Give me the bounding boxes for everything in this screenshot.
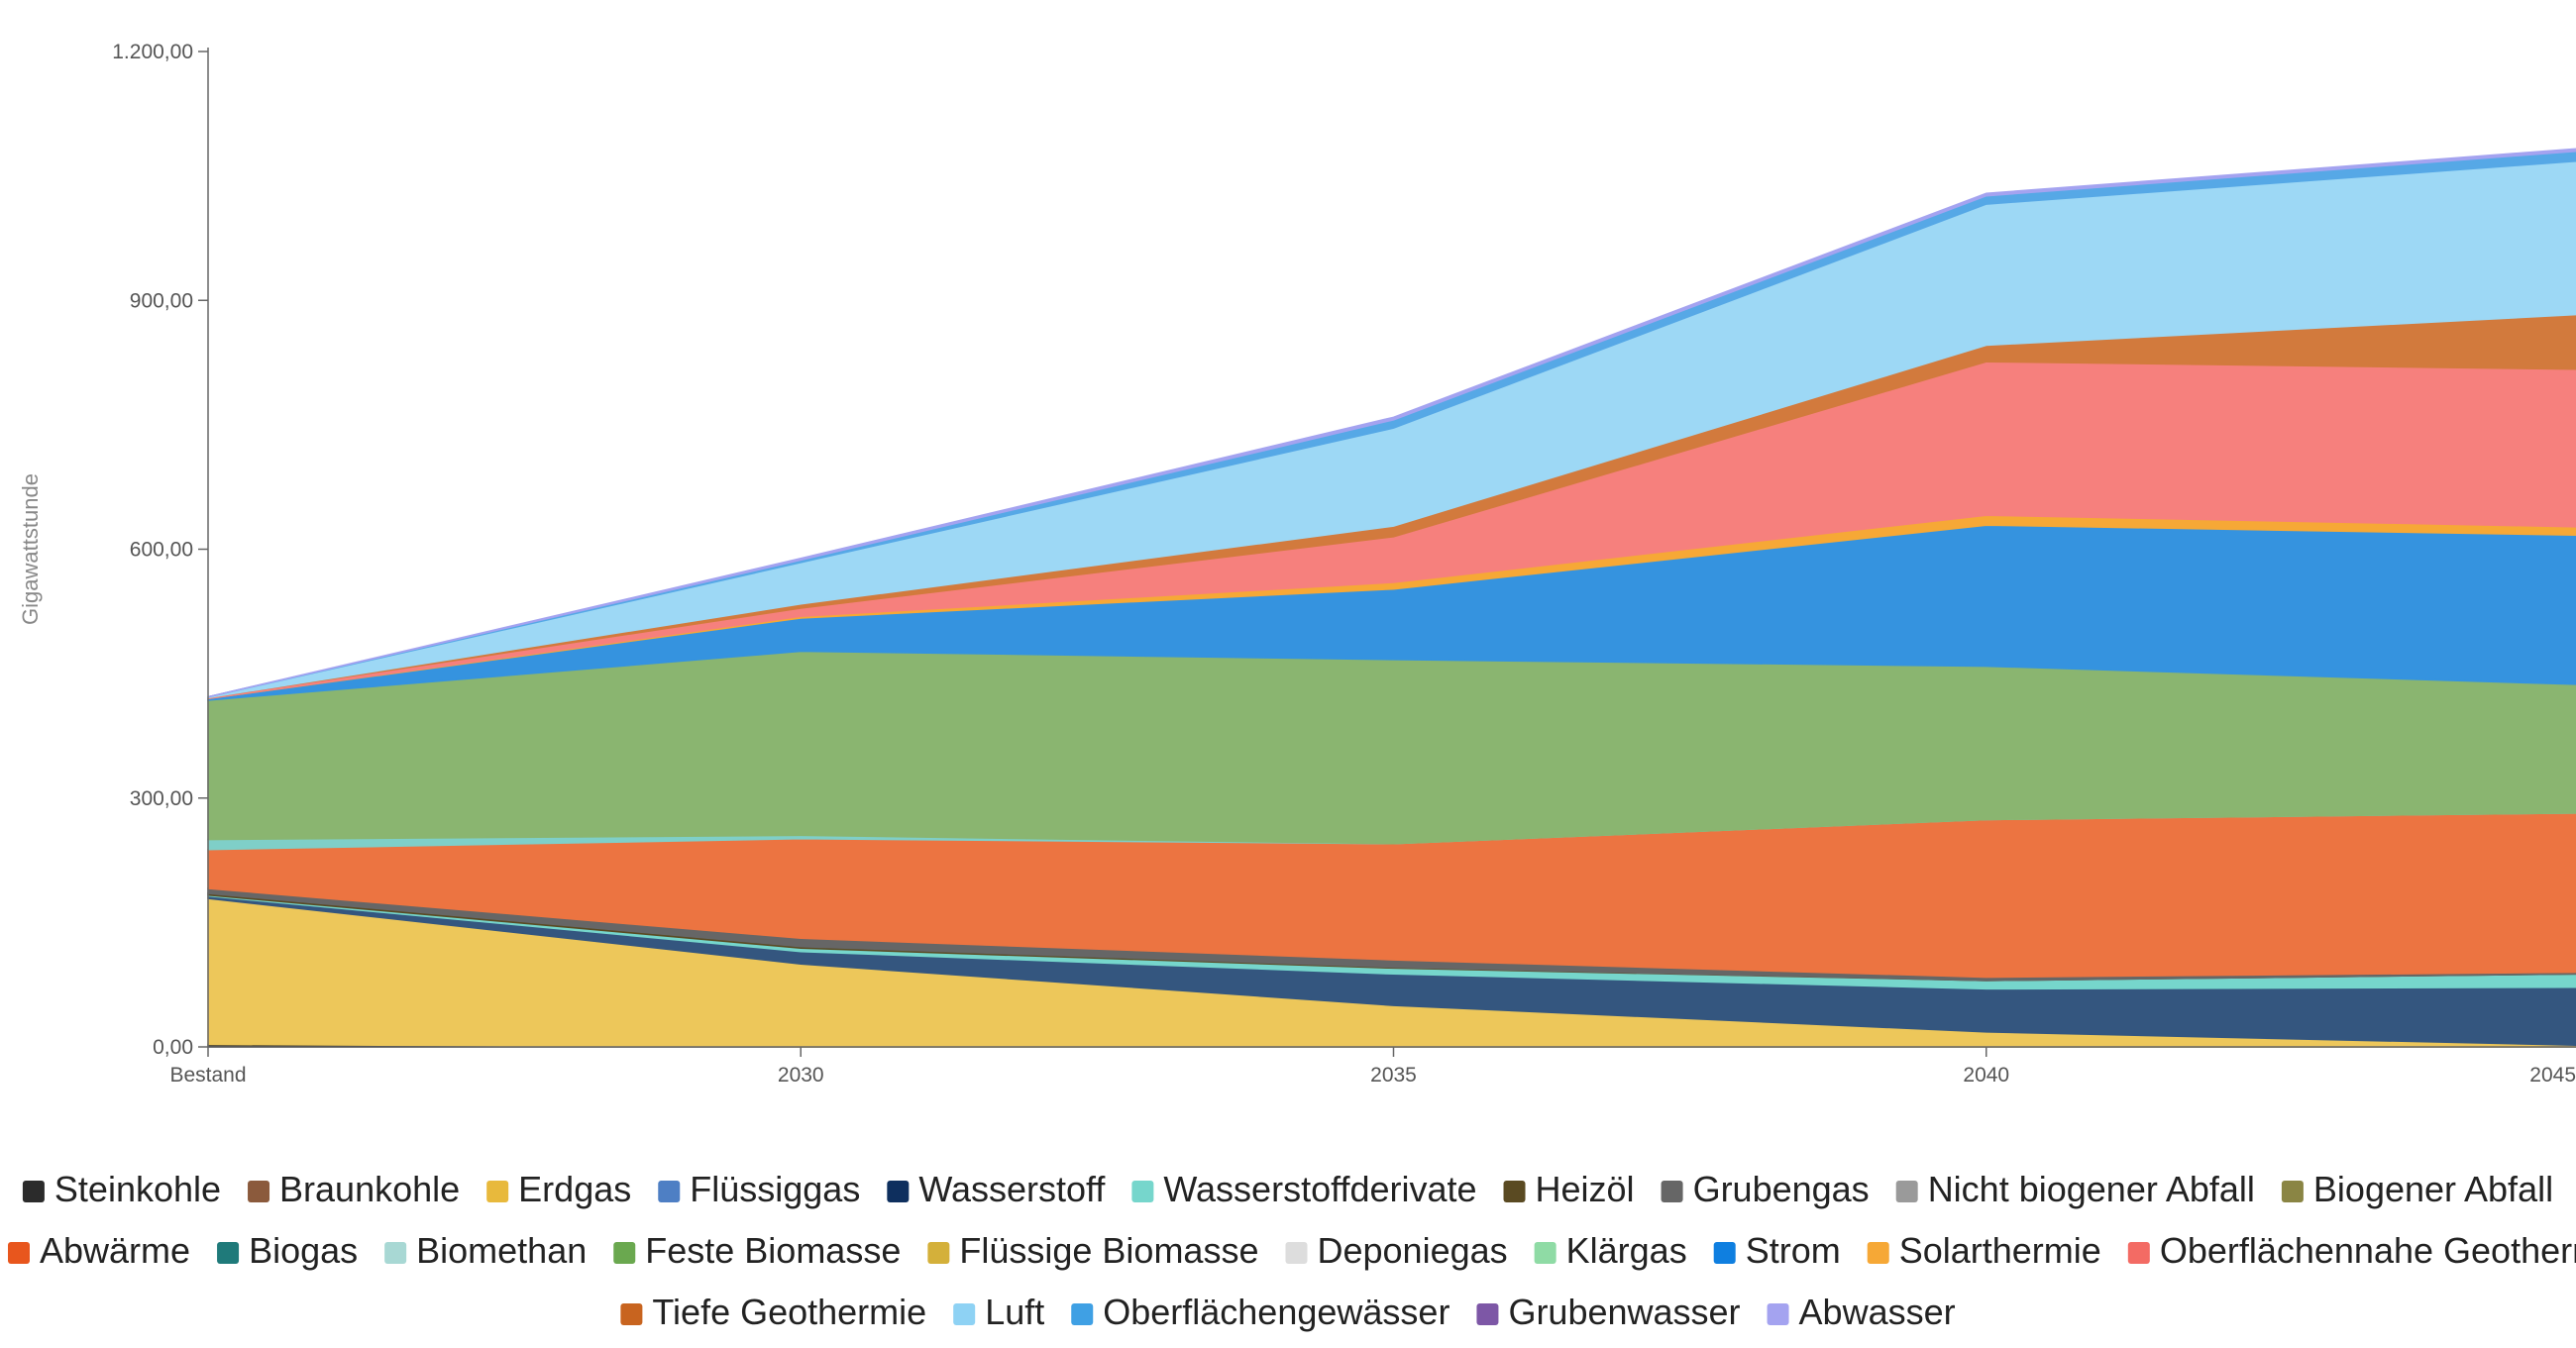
legend-label: Feste Biomasse: [645, 1230, 901, 1271]
legend-item-fluessige-biomasse[interactable]: Flüssige Biomasse: [927, 1230, 1258, 1271]
legend-item-solarthermie[interactable]: Solarthermie: [1867, 1230, 2101, 1271]
y-tick-label: 1.200,00: [112, 41, 193, 63]
legend-swatch: [887, 1181, 910, 1202]
legend-item-biogas[interactable]: Biogas: [217, 1230, 358, 1271]
legend-label: Wasserstoff: [918, 1169, 1106, 1209]
legend-label: Biogas: [249, 1230, 358, 1271]
legend-item-grubenwasser[interactable]: Grubenwasser: [1476, 1292, 1741, 1332]
legend: Steinkohle Braunkohle Erdgas Flüssiggas Wass…: [8, 1169, 2576, 1332]
y-tick-label: 0,00: [153, 1036, 193, 1059]
legend-label: Luft: [985, 1292, 1044, 1332]
legend-swatch: [1661, 1181, 1683, 1202]
legend-item-tiefe-geothermie[interactable]: Tiefe Geothermie: [620, 1292, 926, 1332]
legend-item-wasserstoff[interactable]: Wasserstoff: [887, 1169, 1106, 1209]
legend-swatch: [217, 1242, 240, 1264]
legend-label: Klärgas: [1566, 1230, 1687, 1271]
y-tick-label: 900,00: [130, 289, 193, 312]
legend-swatch: [486, 1181, 509, 1202]
legend-label: Wasserstoffderivate: [1163, 1169, 1476, 1209]
legend-label: Grubenwasser: [1508, 1292, 1740, 1332]
x-tick-label: 2030: [778, 1064, 824, 1087]
y-tick-label: 300,00: [130, 787, 193, 810]
area-layers: [207, 148, 2576, 1048]
legend-swatch: [1767, 1303, 1789, 1325]
legend-item-biomethan[interactable]: Biomethan: [384, 1230, 587, 1271]
legend-label: Oberflächengewässer: [1103, 1292, 1449, 1332]
legend-label: Heizöl: [1536, 1169, 1635, 1209]
legend-label: Biomethan: [416, 1230, 587, 1271]
legend-label: Erdgas: [518, 1169, 631, 1209]
legend-item-fluessiggas[interactable]: Flüssiggas: [658, 1169, 860, 1209]
legend-label: Biogener Abfall: [2313, 1169, 2553, 1209]
legend-swatch: [8, 1242, 30, 1264]
legend-swatch: [248, 1181, 270, 1202]
legend-swatch: [1534, 1242, 1556, 1264]
legend-swatch: [384, 1242, 407, 1264]
legend-label: Steinkohle: [54, 1169, 221, 1209]
legend-item-oberflaechennahe-geothermie[interactable]: Oberflächennahe Geothermie: [2127, 1230, 2576, 1271]
legend-swatch: [2281, 1181, 2304, 1202]
legend-swatch: [1867, 1242, 1889, 1264]
legend-item-steinkohle[interactable]: Steinkohle: [22, 1169, 221, 1209]
legend-swatch: [953, 1303, 976, 1325]
legend-label: Strom: [1746, 1230, 1841, 1271]
legend-label: Flüssige Biomasse: [959, 1230, 1258, 1271]
area-abwasser: [207, 148, 2576, 698]
legend-swatch: [1476, 1303, 1499, 1325]
legend-swatch: [1895, 1181, 1918, 1202]
legend-swatch: [620, 1303, 643, 1325]
legend-item-biogener-abfall[interactable]: Biogener Abfall: [2281, 1169, 2553, 1209]
y-axis-title: Gigawattstunde: [18, 473, 43, 625]
legend-swatch: [658, 1181, 681, 1202]
legend-item-klaergas[interactable]: Klärgas: [1534, 1230, 1687, 1271]
legend-item-braunkohle[interactable]: Braunkohle: [248, 1169, 460, 1209]
legend-swatch: [1131, 1181, 1154, 1202]
legend-item-nicht-biogener-abfall[interactable]: Nicht biogener Abfall: [1895, 1169, 2255, 1209]
legend-swatch: [2127, 1242, 2150, 1264]
x-tick-label: 2040: [1963, 1064, 2009, 1087]
legend-swatch: [1713, 1242, 1736, 1264]
legend-label: Flüssiggas: [690, 1169, 860, 1209]
legend-item-abwaerme[interactable]: Abwärme: [8, 1230, 190, 1271]
legend-label: Nicht biogener Abfall: [1928, 1169, 2255, 1209]
legend-swatch: [927, 1242, 950, 1264]
area-feste-biomasse: [207, 650, 2576, 845]
legend-swatch: [1285, 1242, 1308, 1264]
legend-item-grubengas[interactable]: Grubengas: [1661, 1169, 1870, 1209]
legend-item-heizoel[interactable]: Heizöl: [1503, 1169, 1635, 1209]
legend-label: Deponiegas: [1317, 1230, 1507, 1271]
legend-label: Braunkohle: [279, 1169, 460, 1209]
x-tick-label: Bestand: [169, 1064, 246, 1087]
legend-item-feste-biomasse[interactable]: Feste Biomasse: [613, 1230, 901, 1271]
legend-swatch: [613, 1242, 636, 1264]
legend-item-deponiegas[interactable]: Deponiegas: [1285, 1230, 1508, 1271]
legend-item-erdgas[interactable]: Erdgas: [486, 1169, 631, 1209]
legend-item-luft[interactable]: Luft: [953, 1292, 1044, 1332]
legend-item-wasserstoffderivate[interactable]: Wasserstoffderivate: [1131, 1169, 1477, 1209]
legend-label: Oberflächennahe Geothermie: [2160, 1230, 2576, 1271]
legend-label: Abwärme: [40, 1230, 190, 1271]
legend-item-strom[interactable]: Strom: [1713, 1230, 1841, 1271]
legend-label: Grubengas: [1693, 1169, 1870, 1209]
legend-swatch: [1071, 1303, 1094, 1325]
x-tick-label: 2035: [1370, 1064, 1417, 1087]
legend-item-oberflaechengewaesser[interactable]: Oberflächengewässer: [1071, 1292, 1449, 1332]
y-tick-label: 600,00: [130, 539, 193, 562]
legend-label: Solarthermie: [1899, 1230, 2101, 1271]
legend-label: Abwasser: [1799, 1292, 1956, 1332]
legend-swatch: [22, 1181, 45, 1202]
x-tick-label: 2045: [2529, 1064, 2576, 1087]
legend-swatch: [1503, 1181, 1526, 1202]
axes: 0,00 300,00 600,00 900,00 1.200,00 Bestand 203…: [18, 41, 2576, 1087]
legend-item-abwasser[interactable]: Abwasser: [1767, 1292, 1956, 1332]
legend-label: Tiefe Geothermie: [652, 1292, 926, 1332]
